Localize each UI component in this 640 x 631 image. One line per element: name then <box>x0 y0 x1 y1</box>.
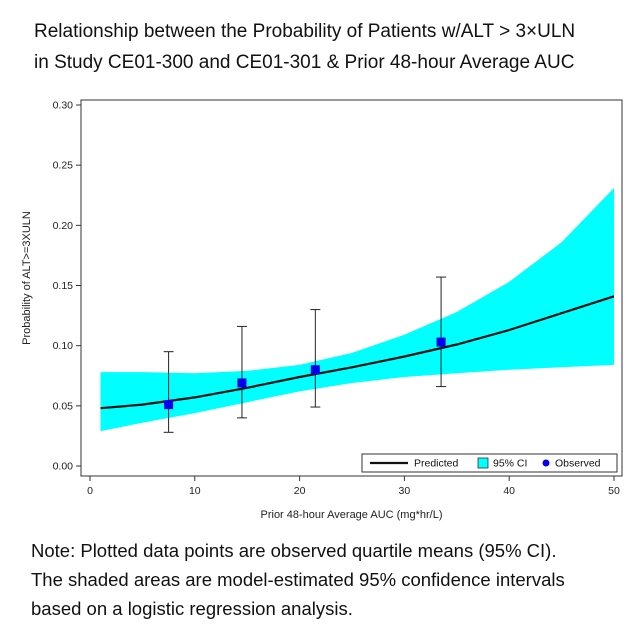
observed-point <box>436 337 446 347</box>
y-tick-label: 0.20 <box>53 220 74 232</box>
x-tick-label: 0 <box>87 485 93 497</box>
x-tick-label: 40 <box>503 485 515 497</box>
legend-predicted-label: Predicted <box>414 458 459 470</box>
y-tick-label: 0.30 <box>53 100 74 112</box>
note-line-1: Note: Plotted data points are observed q… <box>31 540 557 561</box>
chart-note: Note: Plotted data points are observed q… <box>31 536 631 623</box>
x-tick-label: 50 <box>608 485 620 497</box>
x-axis-label: Prior 48-hour Average AUC (mg*hr/L) <box>261 509 443 521</box>
observed-point <box>310 365 320 375</box>
y-tick-label: 0.25 <box>53 160 74 172</box>
x-tick-label: 30 <box>399 485 411 497</box>
confidence-band <box>100 188 614 432</box>
chart-plot: 0.00 0.05 0.10 0.15 0.20 0.25 0.30 0 10 20 30 40 50 P… <box>21 99 623 521</box>
x-tick-label: 10 <box>189 485 201 497</box>
legend-observed-swatch <box>542 459 550 467</box>
x-tick-label: 20 <box>294 485 306 497</box>
legend-box <box>361 453 618 473</box>
chart-title: Relationship between the Probability of … <box>34 16 634 78</box>
note-line-2: The shaded areas are model-estimated 95%… <box>31 569 565 590</box>
predicted-line <box>100 295 615 410</box>
legend-ci-swatch <box>477 457 489 469</box>
plot-frame <box>80 99 623 477</box>
y-axis-label: Probability of ALT>=3XULN <box>21 211 33 345</box>
title-line-1: Relationship between the Probability of … <box>34 21 576 42</box>
y-tick-label: 0.00 <box>53 461 74 473</box>
legend-ci-label: 95% CI <box>493 458 527 470</box>
note-line-3: based on a logistic regression analysis. <box>31 598 353 619</box>
y-tick-label: 0.05 <box>53 400 74 412</box>
observed-point <box>237 378 247 388</box>
y-tick-label: 0.15 <box>53 280 74 292</box>
title-line-2: in Study CE01-300 and CE01-301 & Prior 4… <box>34 52 575 73</box>
observed-point <box>164 400 174 410</box>
y-tick-label: 0.10 <box>53 340 74 352</box>
legend-observed-label: Observed <box>555 458 601 470</box>
